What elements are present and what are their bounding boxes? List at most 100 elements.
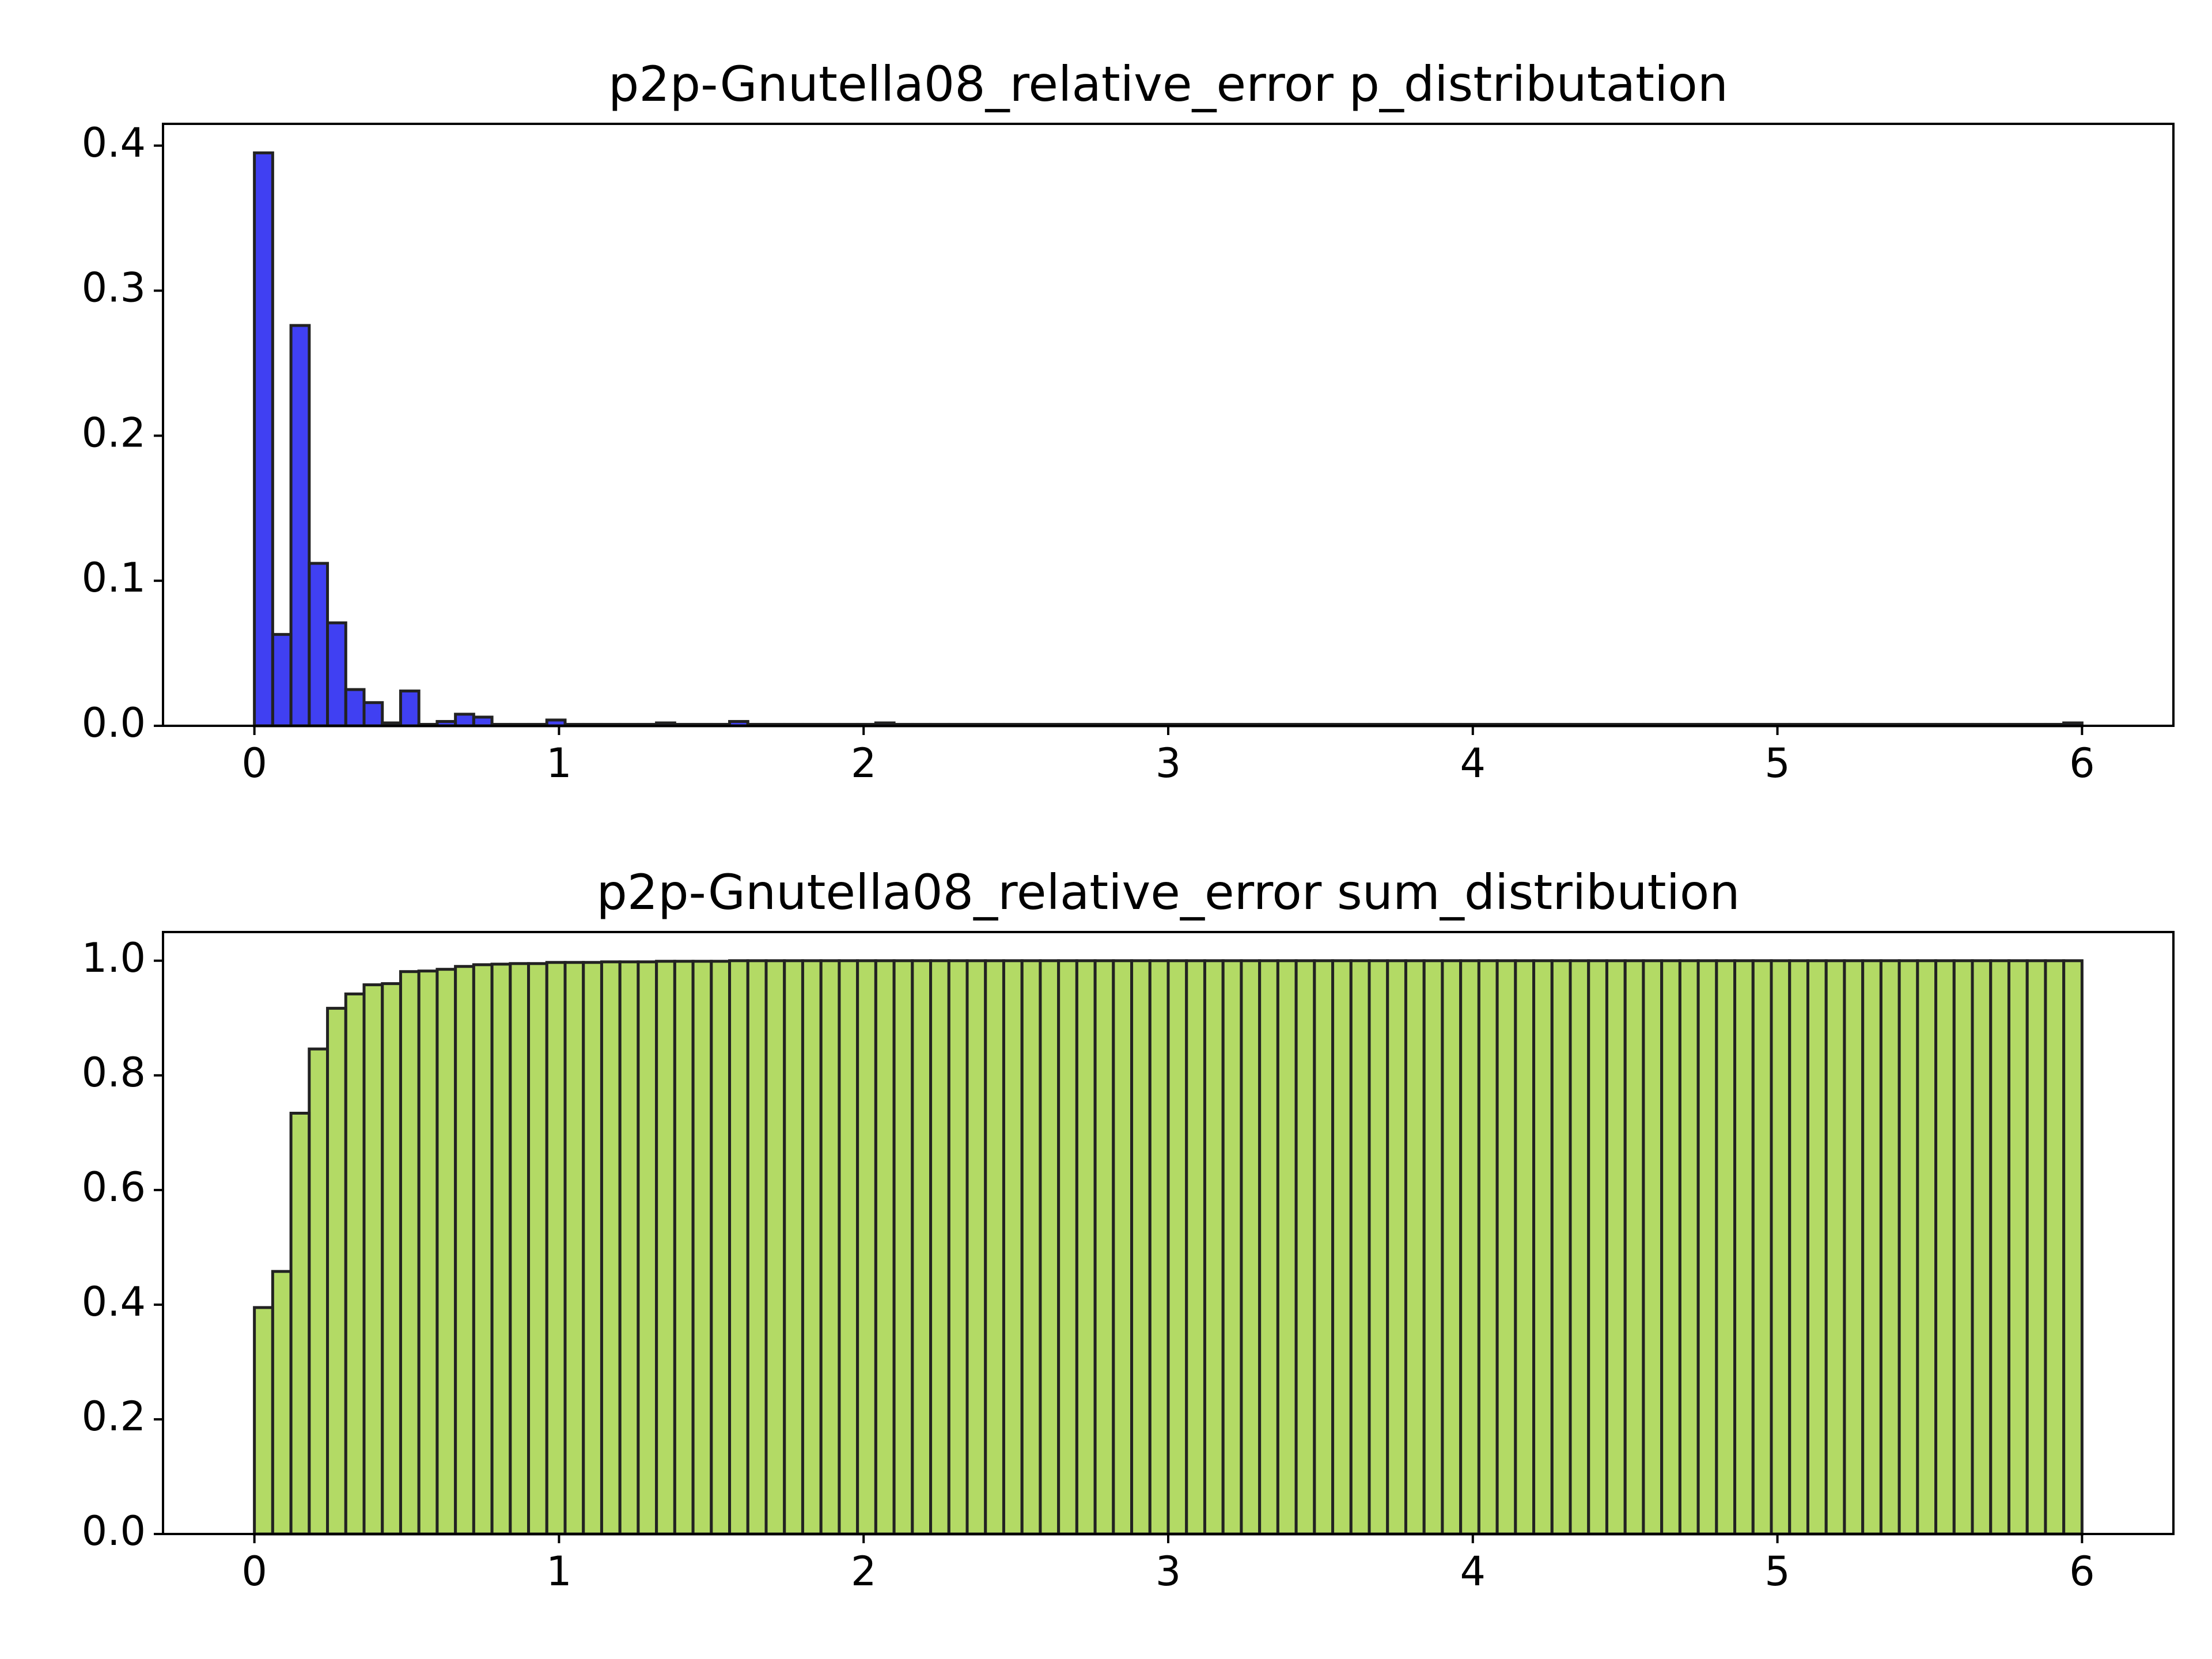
y-tick-label: 1.0 [82,934,146,982]
histogram-bar [728,959,749,1536]
x-tick-label: 2 [851,740,877,787]
histogram-bar [1605,959,1627,1536]
histogram-bar [326,621,347,728]
y-tick-label: 0.0 [82,699,146,747]
histogram-bar [1569,959,1590,1536]
histogram-bar [2062,959,2084,1536]
y-tick-label: 0.2 [82,409,146,456]
histogram-bar [1751,959,1773,1536]
histogram-bar [1130,959,1152,1536]
histogram-bar [783,959,804,1536]
histogram-bar [563,961,585,1536]
chart-panel-2: p2p-Gnutella08_relative_error sum_distri… [82,864,2175,1595]
x-tick-label: 3 [1156,1548,1181,1595]
histogram-bar [435,968,457,1536]
histogram-bar [344,992,366,1536]
histogram-bar [1989,959,2010,1536]
histogram-bar [253,1306,274,1536]
histogram-bar [362,983,384,1536]
histogram-bar [2044,959,2066,1536]
histogram-bar [381,982,402,1536]
histogram-bar [1039,959,1060,1536]
histogram-bar [472,715,494,728]
histogram-bar [1897,959,1919,1536]
histogram-bar [1623,959,1645,1536]
histogram-bar [1203,959,1225,1536]
histogram-bar [764,959,786,1536]
histogram-bar [582,961,603,1536]
histogram-bar [1861,959,1883,1536]
x-tick-label: 0 [241,740,267,787]
histogram-bar [1514,959,1536,1536]
histogram-bar [673,960,695,1536]
histogram-bar [947,959,969,1536]
histogram-bar [1971,959,1993,1536]
histogram-bar [965,959,987,1536]
y-tick-label: 0.1 [82,554,146,601]
x-tick-label: 2 [851,1548,877,1595]
histogram-bar [1166,959,1188,1536]
histogram-bar [655,960,676,1536]
x-tick-label: 1 [546,1548,572,1595]
histogram-bar [1843,959,1865,1536]
histogram-bar [1788,959,1809,1536]
x-tick-label: 4 [1460,1548,1486,1595]
x-tick-label: 5 [1764,740,1790,787]
bar-series [253,959,2084,1536]
histogram-bar [1441,959,1463,1536]
y-tick-label: 0.6 [82,1164,146,1211]
histogram-bar [1550,959,1572,1536]
histogram-bar [2007,959,2029,1536]
histogram-bar [399,690,421,728]
histogram-bar [856,959,877,1536]
histogram-bar [1806,959,1828,1536]
histogram-bar [1824,959,1846,1536]
x-tick-label: 6 [2069,740,2095,787]
histogram-bar [417,969,439,1536]
histogram-bar [1093,959,1115,1536]
chart-panel-1: p2p-Gnutella08_relative_error p_distribu… [82,56,2175,787]
y-tick-label: 0.2 [82,1393,146,1440]
chart-title: p2p-Gnutella08_relative_error sum_distri… [596,864,1740,921]
histogram-bar [1532,959,1554,1536]
histogram-bar [1057,959,1078,1536]
histogram-bar [472,963,494,1536]
histogram-bar [1294,959,1316,1536]
histogram-bar [1879,959,1901,1536]
histogram-bar [1112,959,1134,1536]
histogram-bar [746,959,768,1536]
histogram-bar [600,960,622,1536]
histogram-bar [399,970,421,1536]
histogram-bar [1770,959,1791,1536]
histogram-bar [1148,959,1170,1536]
histogram-bar [911,959,933,1536]
y-tick-label: 0.8 [82,1049,146,1096]
histogram-bar [618,960,640,1536]
histogram-bar [1368,959,1389,1536]
histogram-bar [1715,959,1737,1536]
x-tick-label: 4 [1460,740,1486,787]
x-tick-label: 1 [546,740,572,787]
histogram-bar [984,959,1005,1536]
y-tick-label: 0.3 [82,264,146,312]
histogram-bar [490,963,512,1536]
histogram-bar [1276,959,1298,1536]
histogram-bar [271,1270,293,1536]
histogram-bar [1587,959,1608,1536]
x-tick-label: 5 [1764,1548,1790,1595]
x-tick-label: 0 [241,1548,267,1595]
x-tick-label: 6 [2069,1548,2095,1595]
histogram-bar [819,959,841,1536]
histogram-bar [1349,959,1371,1536]
histogram-bar [1240,959,1262,1536]
histogram-bar [1952,959,1974,1536]
histogram-bar [892,959,914,1536]
histogram-bar [874,959,896,1536]
x-tick-label: 3 [1156,740,1181,787]
histogram-bar [1660,959,1681,1536]
histogram-bar [289,324,311,728]
histogram-bar [691,960,713,1536]
histogram-bar [1495,959,1517,1536]
histogram-bar [2025,959,2047,1536]
